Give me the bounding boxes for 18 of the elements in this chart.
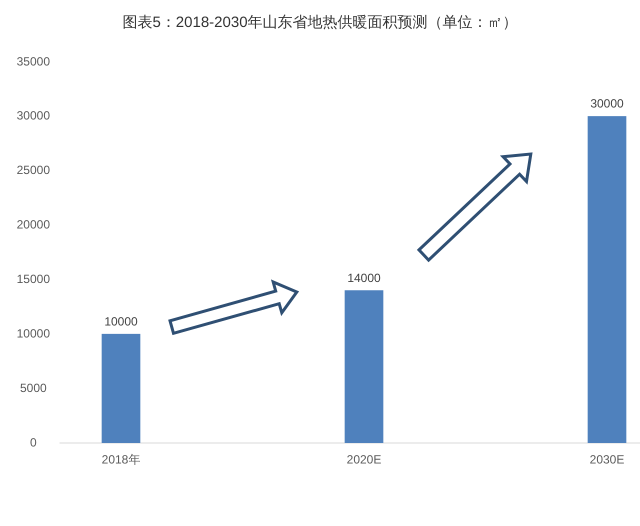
x-tick-label: 2018年 (102, 452, 140, 467)
y-tick-label: 10000 (16, 326, 50, 340)
y-tick-label: 30000 (16, 108, 50, 123)
y-tick-label: 5000 (20, 380, 47, 395)
data-label: 10000 (104, 314, 138, 328)
data-label: 30000 (590, 96, 624, 111)
bar (588, 116, 626, 443)
chart-title: 图表5：2018-2030年山东省地热供暖面积预测（单位：㎡） (122, 14, 518, 32)
data-label: 14000 (347, 270, 382, 285)
x-tick-label: 2030E (590, 452, 624, 467)
bar (102, 334, 140, 443)
y-tick-label: 0 (30, 435, 37, 450)
x-tick-label: 2020E (346, 452, 382, 467)
y-tick-label: 20000 (16, 218, 50, 232)
bar (344, 290, 384, 443)
y-tick-label: 35000 (16, 54, 50, 68)
y-tick-label: 15000 (16, 272, 50, 286)
y-tick-label: 25000 (16, 163, 50, 178)
